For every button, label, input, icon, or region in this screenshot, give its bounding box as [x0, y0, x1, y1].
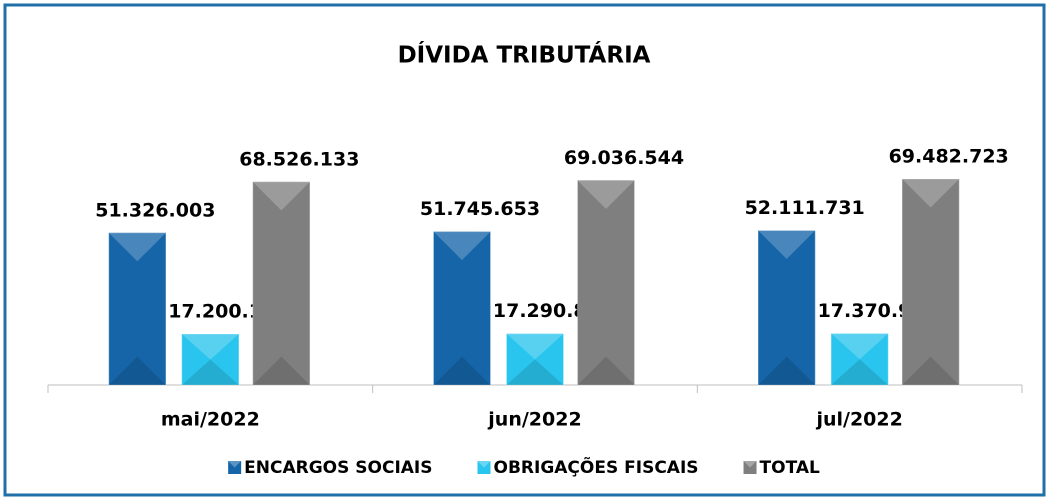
x-tick-label: jun/2022 [487, 409, 581, 431]
legend-swatch-bevel [228, 461, 242, 468]
bar-shade [577, 179, 635, 386]
bar-bevel [902, 356, 960, 385]
legend-swatch [477, 461, 491, 474]
legend-label: ENCARGOS SOCIAIS [244, 458, 432, 478]
chart-title: DÍVIDA TRIBUTÁRIA [398, 41, 651, 69]
bar-bevel [758, 356, 816, 385]
legend-swatch [743, 461, 757, 474]
bar-bevel [506, 333, 564, 360]
bar-bevel [433, 356, 491, 385]
legend-label: OBRIGAÇÕES FISCAIS [494, 455, 699, 478]
bar-bevel [181, 334, 239, 360]
bar-shade [506, 333, 564, 386]
bar-shade [830, 332, 889, 386]
bar-bevel [108, 232, 166, 262]
bar-bevel [506, 359, 564, 385]
data-label: 51.326.003 [95, 199, 215, 221]
legend-label: TOTAL [760, 458, 820, 478]
legend-swatch-bevel [477, 461, 491, 468]
bar-bevel [108, 356, 166, 385]
bar-bevel [758, 230, 816, 260]
bar-shade [181, 333, 240, 386]
bar-bevel [831, 333, 889, 360]
legend-swatch [228, 461, 242, 474]
bar-bevel [902, 179, 960, 208]
data-label: 68.526.133 [239, 148, 359, 170]
bar-bevel [577, 356, 635, 385]
bar-shade [252, 181, 311, 386]
bar-shade [108, 232, 167, 386]
chart-frame [3, 3, 1046, 497]
data-label: 69.482.723 [889, 146, 1009, 168]
bar-shade [757, 230, 816, 386]
bar-bevel [831, 359, 889, 385]
data-label: 69.036.544 [564, 147, 684, 169]
bar-bevel [252, 356, 310, 385]
data-label: 52.111.731 [745, 197, 865, 219]
bar-bevel [577, 180, 635, 209]
bar-shade [433, 231, 491, 386]
data-label: 51.745.653 [420, 198, 540, 220]
bar-bevel [181, 359, 239, 385]
bar-bevel [252, 181, 310, 211]
bar-bevel [433, 231, 491, 261]
legend-swatch-bevel [743, 461, 757, 468]
bar-shade [901, 178, 960, 386]
x-tick-label: mai/2022 [161, 409, 260, 431]
x-tick-label: jul/2022 [815, 409, 902, 431]
